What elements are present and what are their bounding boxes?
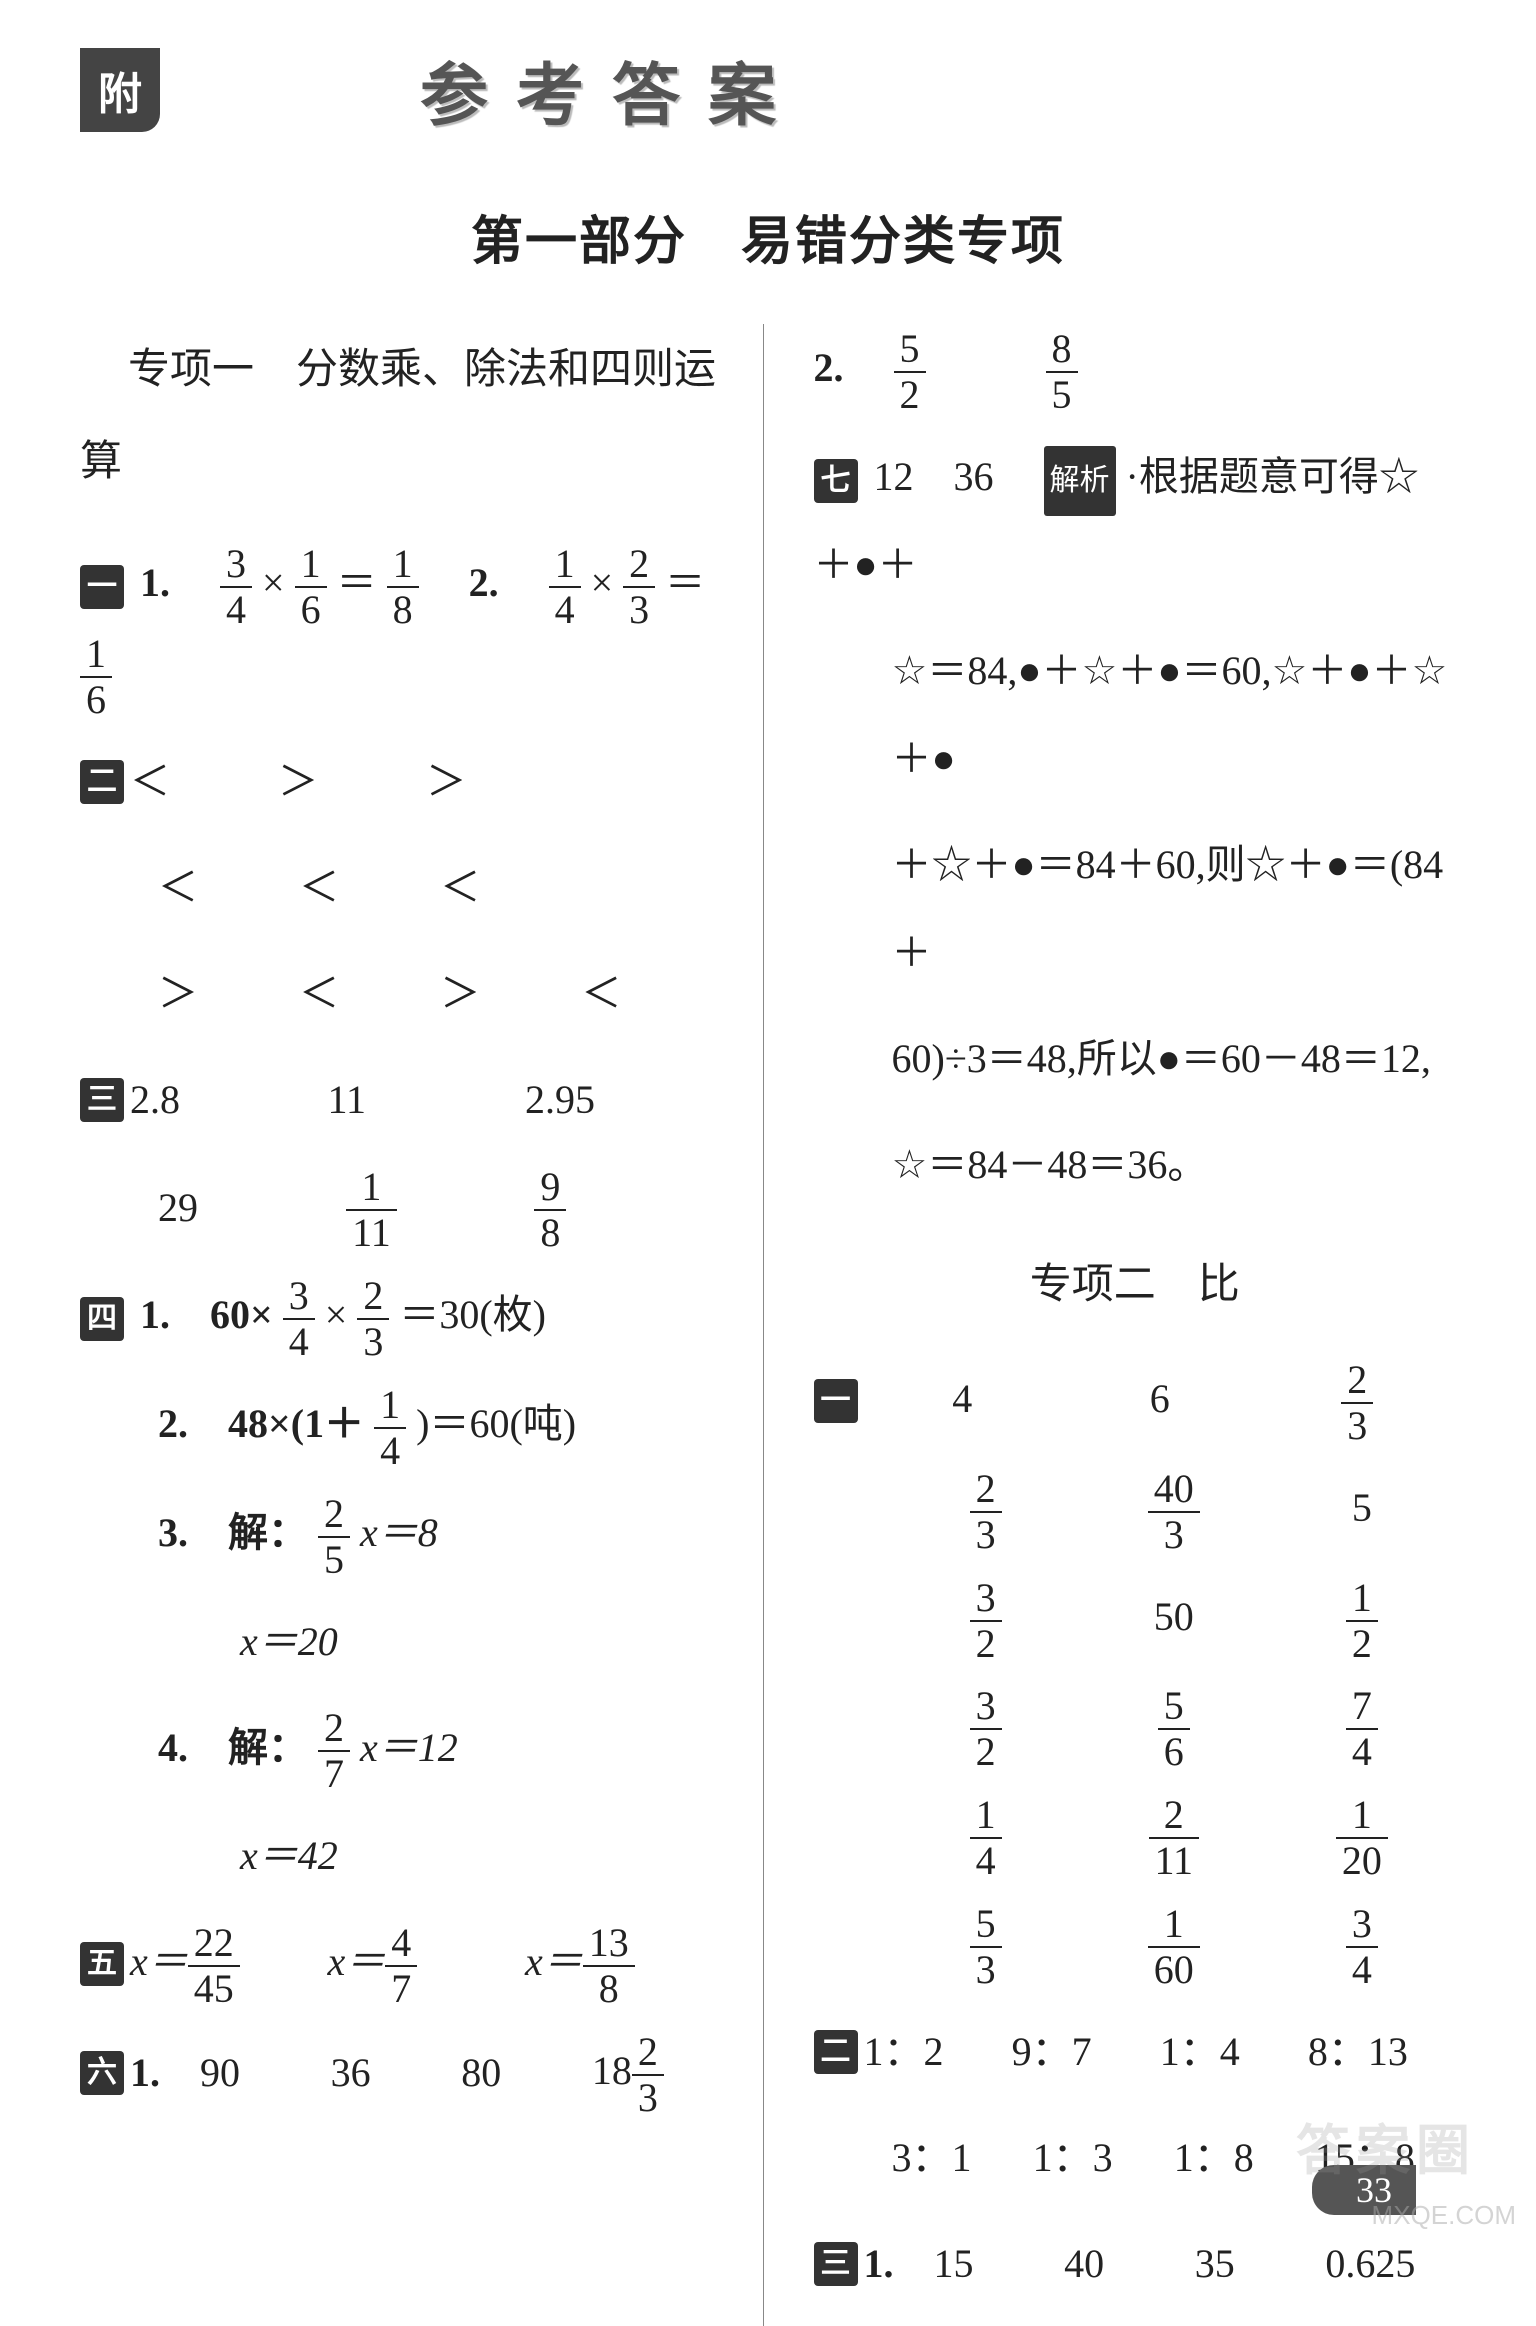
q4-2: 2. 48×(1＋ 14 )＝60(吨) bbox=[80, 1380, 723, 1471]
left-column: 专项一 分数乘、除法和四则运算 一 1. 34 × 16 ＝ 18 2. 14 … bbox=[80, 324, 764, 2326]
q7-l5: ☆＝84－48＝36。 bbox=[814, 1121, 1457, 1209]
frac: 23 bbox=[623, 544, 655, 630]
r-q2: 2. 52 85 bbox=[814, 324, 1457, 415]
frac: 16 bbox=[295, 544, 327, 630]
content-columns: 专项一 分数乘、除法和四则运算 一 1. 34 × 16 ＝ 18 2. 14 … bbox=[80, 324, 1456, 2326]
q1-2-prefix: 2. bbox=[469, 560, 539, 605]
appendix-tab: 附 bbox=[80, 48, 160, 132]
page-title: 参考答案 bbox=[420, 40, 804, 139]
watermark: MXQE.COM bbox=[1372, 2200, 1516, 2231]
badge-r2: 二 bbox=[814, 2030, 858, 2074]
frac: 23 bbox=[357, 1276, 389, 1362]
q4-4-ans: x＝42 bbox=[80, 1812, 723, 1900]
frac: 34 bbox=[220, 544, 252, 630]
frac: 25 bbox=[318, 1494, 350, 1580]
frac: 14 bbox=[374, 1385, 406, 1471]
badge-6: 六 bbox=[80, 2051, 124, 2095]
topic1-title: 专项一 分数乘、除法和四则运算 bbox=[80, 324, 723, 509]
q6: 六 1. 90 36 80 1823 bbox=[80, 2027, 723, 2118]
frac: 47 bbox=[385, 1923, 417, 2009]
r2-q1-r2: 234035 bbox=[814, 1464, 1457, 1555]
frac: 111 bbox=[346, 1167, 397, 1253]
frac: 18 bbox=[387, 544, 419, 630]
q2-row3: ＞ ＜ ＞ ＜ bbox=[80, 950, 723, 1038]
frac: 85 bbox=[1046, 329, 1078, 415]
q4-4: 4. 解： 27 x＝12 bbox=[80, 1704, 723, 1795]
badge-5: 五 bbox=[80, 1942, 124, 1986]
r2-q1-r6: 5316034 bbox=[814, 1899, 1457, 1990]
badge-2: 二 bbox=[80, 760, 124, 804]
r2-q1-r1: 一 4623 bbox=[814, 1355, 1457, 1446]
q4-1: 四 1. 60× 34 × 23 ＝30(枚) bbox=[80, 1271, 723, 1362]
q7-l3: ＋☆＋●＝84＋60,则☆＋●＝(84＋ bbox=[814, 821, 1457, 997]
r2-q3: 三 1. 15 40 35 0.625 bbox=[814, 2220, 1457, 2308]
frac: 138 bbox=[583, 1923, 635, 2009]
badge-1: 一 bbox=[80, 565, 124, 609]
r2-q1-r5: 14211120 bbox=[814, 1790, 1457, 1881]
q1-1-prefix: 1. bbox=[140, 560, 210, 605]
frac: 27 bbox=[318, 1708, 350, 1794]
q5: 五 x＝2245 x＝47 x＝138 bbox=[80, 1918, 723, 2009]
r2-q2-r1: 二 1：2 9：7 1：4 8：13 bbox=[814, 2008, 1457, 2096]
badge-4: 四 bbox=[80, 1297, 124, 1341]
q4-3-ans: x＝20 bbox=[80, 1598, 723, 1686]
frac: 52 bbox=[894, 329, 926, 415]
watermark-cn: 答案圈 bbox=[1296, 2106, 1476, 2185]
q7-l4: 60)÷3＝48,所以●＝60－48＝12, bbox=[814, 1015, 1457, 1103]
frac: 98 bbox=[534, 1167, 566, 1253]
q3-row2: 29 111 98 bbox=[80, 1162, 723, 1253]
r2-q1-r4: 325674 bbox=[814, 1682, 1457, 1773]
header: 附 参考答案 bbox=[80, 40, 1456, 139]
part-title: 第一部分 易错分类专项 bbox=[80, 199, 1456, 274]
q1: 一 1. 34 × 16 ＝ 18 2. 14 × 23 ＝ 16 bbox=[80, 539, 723, 721]
r2-q1-r3: 325012 bbox=[814, 1573, 1457, 1664]
frac: 2245 bbox=[188, 1923, 240, 2009]
frac: 23 bbox=[632, 2032, 664, 2118]
badge-r3: 三 bbox=[814, 2242, 858, 2286]
badge-3: 三 bbox=[80, 1078, 124, 1122]
q2-row2: ＜ ＜ ＜ bbox=[80, 844, 723, 932]
badge-r1: 一 bbox=[814, 1379, 858, 1423]
q7-l2: ☆＝84,●＋☆＋●＝60,☆＋●＋☆＋● bbox=[814, 627, 1457, 803]
badge-7: 七 bbox=[814, 459, 858, 503]
q2-row1: 二 ＜ ＞ ＞ bbox=[80, 738, 723, 826]
q3-row1: 三 2.8 11 2.95 bbox=[80, 1056, 723, 1144]
right-column: 2. 52 85 七 12 36 解析 ·根据题意可得☆＋●＋ ☆＝84,●＋☆… bbox=[764, 324, 1457, 2326]
frac: 34 bbox=[283, 1276, 315, 1362]
frac: 16 bbox=[80, 634, 112, 720]
q4-3: 3. 解： 25 x＝8 bbox=[80, 1489, 723, 1580]
r-q7: 七 12 36 解析 ·根据题意可得☆＋●＋ bbox=[814, 433, 1457, 609]
frac: 14 bbox=[549, 544, 581, 630]
analysis-badge: 解析 bbox=[1044, 446, 1116, 516]
topic2-title: 专项二 比 bbox=[814, 1239, 1457, 1331]
